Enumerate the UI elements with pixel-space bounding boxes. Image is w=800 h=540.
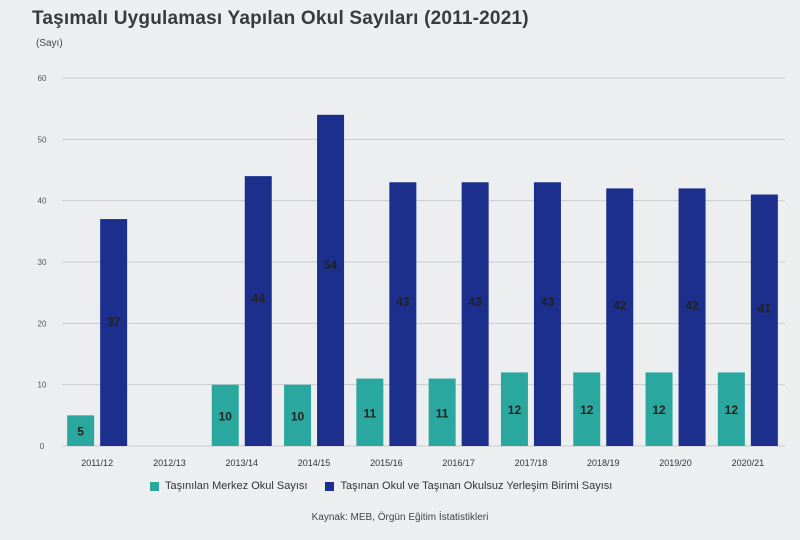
y-tick-label-40: 40 xyxy=(38,197,47,206)
bar-tasinan-5 xyxy=(461,182,489,446)
bar-tasinan-3 xyxy=(317,114,345,447)
x-tick-label-4: 2015/16 xyxy=(370,458,403,468)
data-label-merkez-8: 12 xyxy=(652,403,666,417)
legend-item-tasinan: Taşınan Okul ve Taşınan Okulsuz Yerleşim… xyxy=(325,480,612,492)
bar-chart: 0 10 20 30 40 50 60 2011/12 5 37 2012/13 2013/14 10 4… xyxy=(38,74,785,468)
bar-tasinan-7 xyxy=(606,188,634,446)
y-tick-label-60: 60 xyxy=(38,74,47,83)
bar-tasinan-6 xyxy=(533,182,561,446)
data-label-merkez-0: 5 xyxy=(77,425,84,439)
data-label-merkez-6: 12 xyxy=(508,403,522,417)
bar-merkez-6 xyxy=(500,372,528,446)
data-label-tasinan-7: 42 xyxy=(613,298,627,312)
bar-merkez-2 xyxy=(211,384,239,446)
legend-swatch-navy xyxy=(325,481,335,491)
data-label-tasinan-0: 37 xyxy=(107,315,121,329)
x-tick-label-0: 2011/12 xyxy=(81,458,113,468)
y-tick-label-30: 30 xyxy=(38,258,47,267)
y-tick-label-10: 10 xyxy=(38,381,47,390)
data-label-merkez-9: 12 xyxy=(725,403,739,417)
data-label-merkez-2: 10 xyxy=(219,409,233,423)
x-tick-label-1: 2012/13 xyxy=(153,458,186,468)
bar-merkez-4 xyxy=(356,378,384,446)
data-label-tasinan-2: 44 xyxy=(252,292,266,306)
bar-merkez-7 xyxy=(573,372,601,446)
bar-merkez-3 xyxy=(284,384,312,446)
x-tick-label-3: 2014/15 xyxy=(298,458,331,468)
bar-merkez-9 xyxy=(717,372,745,446)
legend-label-merkez: Taşınılan Merkez Okul Sayısı xyxy=(165,480,308,492)
x-tick-label-2: 2013/14 xyxy=(225,458,258,468)
legend-item-merkez: Taşınılan Merkez Okul Sayısı xyxy=(150,480,307,492)
data-label-merkez-4: 11 xyxy=(364,406,377,420)
bar-merkez-0 xyxy=(67,415,95,446)
chart-title: Taşımalı Uygulaması Yapılan Okul Sayılar… xyxy=(32,8,529,29)
y-tick-label-50: 50 xyxy=(38,135,47,144)
x-tick-label-7: 2018/19 xyxy=(587,458,620,468)
bar-tasinan-4 xyxy=(389,182,417,446)
data-label-merkez-7: 12 xyxy=(580,403,594,417)
y-tick-label-20: 20 xyxy=(38,319,47,328)
bar-tasinan-9 xyxy=(750,194,778,446)
data-label-tasinan-6: 43 xyxy=(541,295,555,309)
y-tick-label-0: 0 xyxy=(40,442,45,451)
bar-tasinan-8 xyxy=(678,188,706,446)
x-tick-label-8: 2019/20 xyxy=(659,458,692,468)
data-label-tasinan-9: 41 xyxy=(758,302,772,316)
x-tick-label-6: 2017/18 xyxy=(515,458,548,468)
source-note: Kaynak: MEB, Örgün Eğitim İstatistikleri xyxy=(311,512,489,523)
data-label-tasinan-4: 43 xyxy=(396,295,410,309)
chart-legend: Taşınılan Merkez Okul Sayısı Taşınan Oku… xyxy=(150,480,612,492)
legend-label-tasinan: Taşınan Okul ve Taşınan Okulsuz Yerleşim… xyxy=(340,480,613,492)
data-label-merkez-5: 11 xyxy=(436,406,449,420)
x-tick-label-5: 2016/17 xyxy=(442,458,475,468)
bar-merkez-8 xyxy=(645,372,673,446)
bar-merkez-5 xyxy=(428,378,456,446)
legend-swatch-teal xyxy=(150,481,159,491)
data-label-tasinan-8: 42 xyxy=(685,298,699,312)
data-label-tasinan-3: 54 xyxy=(324,258,338,272)
data-label-tasinan-5: 43 xyxy=(468,295,482,309)
bar-tasinan-2 xyxy=(244,176,272,446)
x-tick-label-9: 2020/21 xyxy=(732,458,765,468)
data-label-merkez-3: 10 xyxy=(291,409,305,423)
y-axis-unit-label: (Sayı) xyxy=(36,38,63,49)
bar-tasinan-0 xyxy=(100,219,128,446)
